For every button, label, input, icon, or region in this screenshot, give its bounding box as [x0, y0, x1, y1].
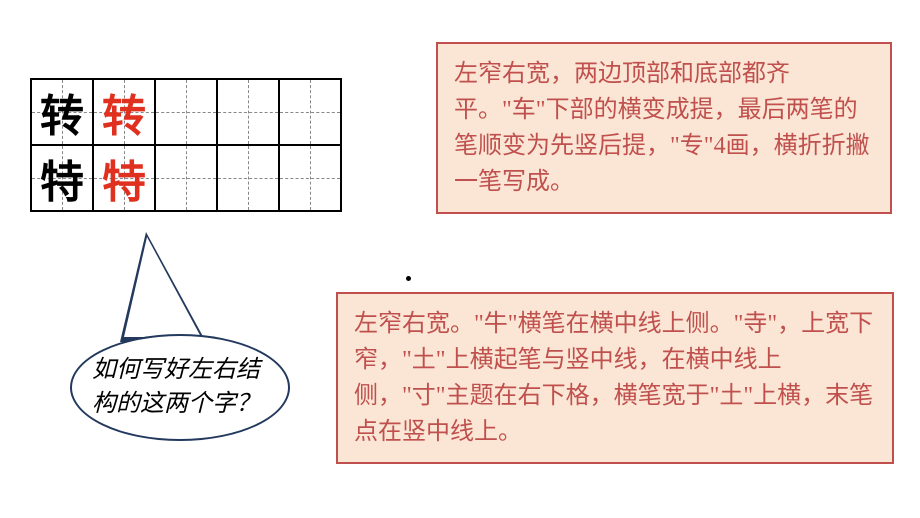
- instruction-callout-top: 左窄右宽，两边顶部和底部都齐平。"车"下部的横变成提，最后两笔的笔顺变为先竖后提…: [436, 42, 892, 214]
- model-char-black: 特: [40, 158, 84, 207]
- model-char-red: 特: [102, 158, 146, 207]
- character-practice-grid: 转 转 特 特: [30, 78, 342, 212]
- callout-text: 左窄右宽。"牛"横笔在横中线上侧。"寺"，上宽下窄，"土"上横起笔与竖中线，在横…: [354, 311, 873, 445]
- question-speech-bubble: 如何写好左右结 构的这两个字？: [70, 334, 290, 441]
- blank-cell: [155, 145, 217, 211]
- model-char-black: 转: [40, 92, 84, 141]
- blank-cell: [279, 79, 341, 145]
- callout-text: 左窄右宽，两边顶部和底部都齐平。"车"下部的横变成提，最后两笔的笔顺变为先竖后提…: [454, 61, 870, 195]
- instruction-callout-bottom: 左窄右宽。"牛"横笔在横中线上侧。"寺"，上宽下窄，"土"上横起笔与竖中线，在横…: [336, 292, 894, 464]
- table-row: 特 特: [31, 145, 341, 211]
- blank-cell: [279, 145, 341, 211]
- blank-cell: [155, 79, 217, 145]
- speech-line: 构的这两个字？: [92, 388, 268, 422]
- decorative-dot: [406, 276, 411, 281]
- blank-cell: [217, 145, 279, 211]
- model-char-red: 转: [102, 92, 146, 141]
- speech-line: 如何写好左右结: [92, 354, 268, 388]
- blank-cell: [217, 79, 279, 145]
- table-row: 转 转: [31, 79, 341, 145]
